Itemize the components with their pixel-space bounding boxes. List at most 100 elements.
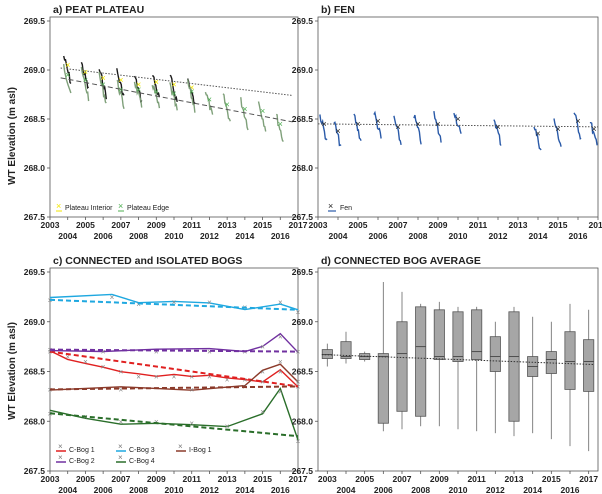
box-2008 xyxy=(415,303,427,427)
x-tick-label-upper: 2013 xyxy=(505,474,524,484)
data-trace xyxy=(80,61,90,90)
box-2012 xyxy=(489,321,501,434)
x-tick-label-upper: 2015 xyxy=(549,220,568,230)
trend-line xyxy=(49,385,299,391)
x-tick-label-lower: 2006 xyxy=(94,231,113,241)
data-marker: × xyxy=(101,348,106,357)
x-tick-label-upper: 2011 xyxy=(182,474,201,484)
data-marker: × xyxy=(495,122,500,132)
trend-line xyxy=(49,350,299,388)
data-trace xyxy=(80,66,90,102)
data-marker: × xyxy=(296,308,301,317)
data-marker: × xyxy=(171,89,176,99)
box-2007 xyxy=(396,291,408,430)
box-2014 xyxy=(527,316,539,434)
data-marker: × xyxy=(278,333,283,342)
box-body xyxy=(433,309,445,360)
data-marker: × xyxy=(225,375,230,384)
data-marker: × xyxy=(154,372,159,381)
data-marker: × xyxy=(278,387,283,396)
y-tick-label: 267.5 xyxy=(24,212,46,222)
trend-line xyxy=(49,412,299,438)
data-marker: × xyxy=(136,85,141,95)
data-trace xyxy=(222,93,231,122)
x-tick-label-lower: 2004 xyxy=(58,231,77,241)
data-marker: × xyxy=(243,375,248,384)
y-tick-label: 268.5 xyxy=(24,114,46,124)
data-marker: × xyxy=(260,407,265,416)
y-tick-label: 268.5 xyxy=(292,114,314,124)
trend-line xyxy=(321,354,595,366)
legend-marker: × xyxy=(58,442,63,451)
data-marker: × xyxy=(65,60,70,70)
series-plateau-edge: × × × × × × × ×× × × ×× xyxy=(60,64,293,143)
data-marker: × xyxy=(415,119,420,129)
data-trace xyxy=(413,114,422,145)
y-tick-label: 269.0 xyxy=(24,317,46,327)
x-tick-label-lower: 2014 xyxy=(235,231,254,241)
x-tick-label-upper: 2007 xyxy=(111,474,130,484)
data-marker: × xyxy=(172,298,177,307)
box-body xyxy=(489,336,501,372)
data-marker: × xyxy=(189,419,194,428)
data-marker: × xyxy=(189,83,194,93)
data-marker: × xyxy=(225,422,230,431)
x-tick-label-lower: 2012 xyxy=(489,231,508,241)
x-tick-label-upper: 2017 xyxy=(289,474,308,484)
legend-marker: × xyxy=(118,442,123,451)
panel-title: b) FEN xyxy=(321,4,355,16)
trend-line xyxy=(60,77,293,123)
box-2015 xyxy=(545,321,557,440)
box-body xyxy=(508,311,520,422)
legend-marker: × xyxy=(58,453,63,462)
data-trace xyxy=(353,113,362,141)
box-body xyxy=(321,349,333,359)
data-marker: × xyxy=(591,124,596,134)
data-marker: × xyxy=(154,87,159,97)
box-body xyxy=(471,309,483,360)
data-marker: × xyxy=(278,298,283,307)
data-marker: × xyxy=(278,119,283,129)
panel-d: d) CONNECTED BOG AVERAGE 267.5 268.0 268.5 2… xyxy=(292,255,599,494)
x-tick-label-upper: 2009 xyxy=(430,474,449,484)
legend-label: C-Bog 4 xyxy=(129,458,155,465)
box-2009 xyxy=(433,301,445,427)
data-trace xyxy=(373,110,382,139)
data-marker: × xyxy=(119,368,124,377)
data-marker: × xyxy=(171,80,176,90)
box-2016 xyxy=(564,303,576,447)
data-marker: × xyxy=(65,353,70,362)
x-tick-label-upper: 2011 xyxy=(182,220,201,230)
series-c-bog-2: ×××××××× xyxy=(48,333,301,357)
data-trace xyxy=(453,112,462,134)
trend-line xyxy=(49,348,299,353)
data-trace xyxy=(257,101,267,132)
data-marker: × xyxy=(260,377,265,386)
x-tick-label-upper: 2013 xyxy=(509,220,528,230)
data-marker: × xyxy=(83,67,88,77)
x-tick-label-upper: 2007 xyxy=(111,220,130,230)
x-tick-label-lower: 2004 xyxy=(337,485,356,494)
x-tick-label-lower: 2014 xyxy=(529,231,548,241)
legend-marker: × xyxy=(118,453,123,462)
panel-frame xyxy=(49,16,299,218)
x-tick-label-lower: 2012 xyxy=(200,485,219,494)
data-trace xyxy=(533,126,542,151)
x-tick-label-lower: 2008 xyxy=(129,231,148,241)
y-tick-label: 267.5 xyxy=(292,212,314,222)
x-tick-label-upper: 2011 xyxy=(467,474,486,484)
trend-line xyxy=(49,298,299,311)
x-tick-label-upper: 2011 xyxy=(469,220,488,230)
box-2017 xyxy=(583,309,595,452)
x-tick-label-upper: 2007 xyxy=(389,220,408,230)
x-tick-label-upper: 2005 xyxy=(349,220,368,230)
box-body xyxy=(396,321,408,412)
x-tick-label-upper: 2003 xyxy=(41,474,60,484)
data-marker: × xyxy=(375,116,380,126)
data-marker: × xyxy=(395,122,400,132)
data-marker: × xyxy=(101,363,106,372)
legend-marker: × xyxy=(118,201,123,211)
data-marker: × xyxy=(83,75,88,85)
data-marker: × xyxy=(455,114,460,124)
